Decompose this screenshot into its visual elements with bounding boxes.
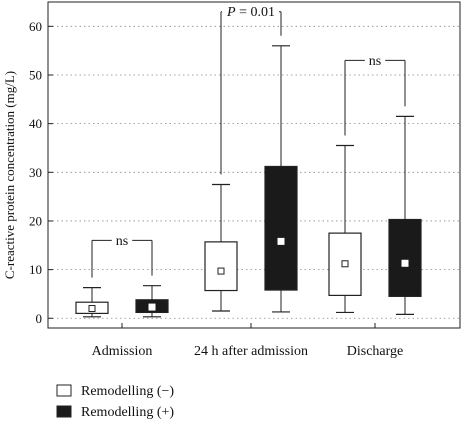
legend-swatch — [56, 405, 72, 418]
median-marker — [401, 259, 409, 267]
box — [264, 165, 298, 291]
y-tick-label: 30 — [29, 165, 42, 180]
y-tick-label: 10 — [29, 262, 42, 277]
y-tick-label: 50 — [29, 67, 42, 82]
x-category-label: Admission — [92, 344, 153, 359]
x-category-label: Discharge — [347, 344, 404, 359]
plot-frame — [47, 1, 461, 329]
significance-label: P = 0.01 — [226, 5, 275, 20]
significance-label: ns — [369, 54, 381, 69]
y-tick-label: 60 — [29, 19, 42, 34]
legend-swatch — [56, 384, 72, 397]
median-marker — [217, 267, 225, 275]
median-marker — [341, 260, 349, 268]
significance-label: ns — [116, 234, 128, 249]
y-tick-label: 20 — [29, 213, 42, 228]
box — [388, 218, 422, 297]
box — [204, 241, 238, 292]
median-marker — [148, 303, 156, 311]
legend-label: Remodelling (+) — [81, 405, 174, 420]
legend-label: Remodelling (−) — [81, 384, 174, 399]
y-axis-label: C-reactive protein concentration (mg/L) — [2, 71, 17, 279]
median-marker — [277, 237, 285, 245]
x-category-label: 24 h after admission — [194, 344, 308, 359]
y-tick-label: 40 — [29, 116, 42, 131]
y-tick-label: 0 — [36, 311, 43, 326]
median-marker — [88, 305, 96, 313]
